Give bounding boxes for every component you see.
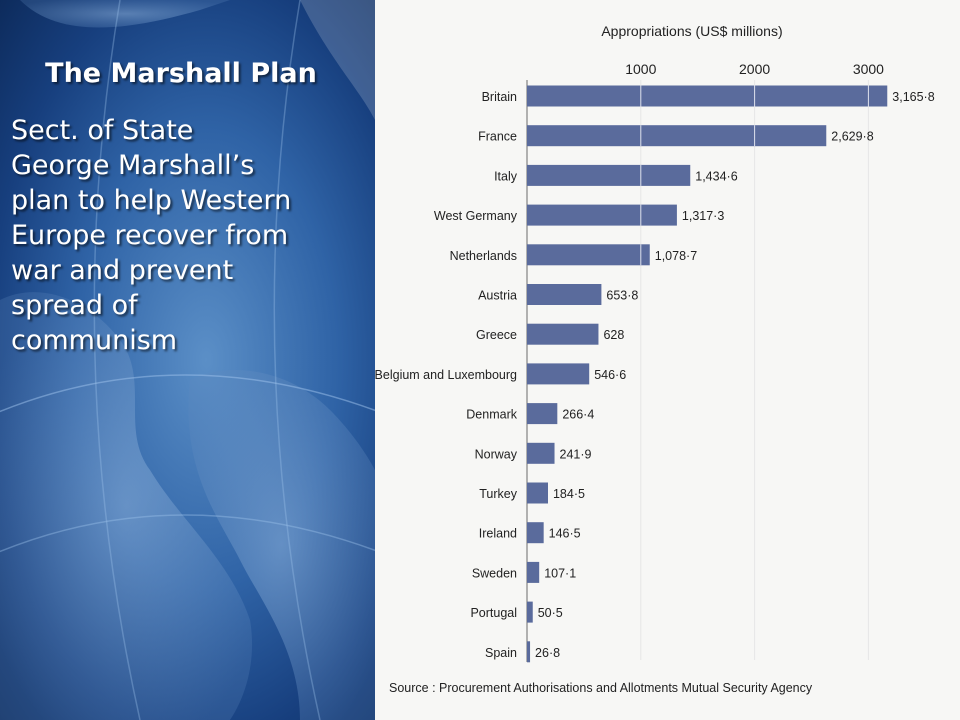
bar	[527, 403, 558, 425]
category-label: Netherlands	[450, 249, 517, 263]
chart-panel: Appropriations (US$ millions) 1000 2000 30…	[375, 0, 960, 720]
x-tick-label: 3000	[853, 61, 884, 77]
bar	[527, 284, 602, 305]
category-label: Ireland	[479, 527, 517, 541]
bar	[527, 561, 540, 583]
category-label: Spain	[485, 646, 517, 660]
data-label: 241·9	[560, 447, 592, 461]
data-label: 184·5	[553, 487, 585, 501]
bar	[527, 204, 677, 226]
category-label: Norway	[475, 447, 518, 461]
category-label: Britain	[482, 90, 517, 104]
category-label: Belgium and Luxembourg	[375, 368, 517, 382]
data-label: 26·8	[535, 646, 560, 660]
bar	[527, 85, 888, 107]
x-axis-label: Appropriations (US$ millions)	[601, 23, 782, 39]
data-label: 107·1	[544, 566, 576, 580]
bar	[527, 164, 691, 186]
chart-source-note: Source : Procurement Authorisations and …	[389, 681, 813, 695]
slide-title: The Marshall Plan	[45, 58, 317, 89]
x-tick-label: 1000	[625, 61, 656, 77]
category-label: West Germany	[434, 209, 518, 223]
body-line: war and prevent	[11, 255, 234, 286]
bar	[527, 363, 590, 385]
category-label: Greece	[476, 328, 517, 342]
body-line: communism	[11, 325, 178, 356]
data-label: 1,078·7	[655, 249, 697, 263]
bar	[527, 125, 827, 147]
bar	[527, 323, 599, 345]
body-line: Europe recover from	[11, 220, 289, 251]
data-label: 146·5	[549, 527, 581, 541]
data-label: 2,629·8	[831, 130, 873, 144]
slide-text-panel: The Marshall Plan Sect. of State George …	[0, 0, 375, 720]
category-label: France	[478, 130, 517, 144]
data-label: 546·6	[594, 368, 626, 382]
category-label: Denmark	[466, 408, 517, 422]
bar	[527, 244, 650, 266]
appropriations-bar-chart: Appropriations (US$ millions) 1000 2000 30…	[375, 23, 935, 695]
bar	[527, 482, 548, 504]
bar	[527, 522, 544, 544]
body-line: spread of	[11, 290, 138, 321]
data-label: 628	[603, 328, 624, 342]
data-label: 266·4	[562, 408, 594, 422]
data-label: 653·8	[606, 289, 638, 303]
category-label: Sweden	[472, 566, 517, 580]
bar	[527, 601, 533, 623]
category-label: Portugal	[470, 606, 517, 620]
category-label: Turkey	[479, 487, 517, 501]
x-tick-label: 2000	[739, 61, 770, 77]
category-label: Italy	[494, 169, 518, 183]
data-label: 1,317·3	[682, 209, 724, 223]
bar	[527, 641, 531, 663]
body-line: George Marshall’s	[11, 150, 255, 181]
body-line: plan to help Western	[11, 185, 292, 216]
body-line: Sect. of State	[11, 115, 194, 146]
bar	[527, 442, 555, 464]
globe-background-image	[0, 0, 375, 720]
data-label: 3,165·8	[892, 90, 934, 104]
slide-body-text: Sect. of State George Marshall’s plan to…	[11, 113, 361, 358]
category-label: Austria	[478, 289, 517, 303]
data-label: 1,434·6	[695, 169, 737, 183]
data-label: 50·5	[538, 606, 563, 620]
